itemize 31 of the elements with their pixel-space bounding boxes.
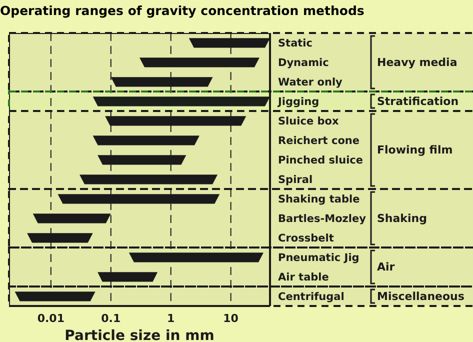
y-tick-label: Jigging bbox=[277, 96, 320, 108]
x-tick-label: 1 bbox=[167, 312, 175, 325]
band-label: Miscellaneous bbox=[377, 290, 465, 303]
band-label: Shaking bbox=[377, 212, 427, 225]
y-tick-label: Water only bbox=[278, 76, 343, 88]
y-tick-label: Centrifugal bbox=[278, 290, 344, 303]
y-tick-label: Shaking table bbox=[278, 193, 360, 206]
y-tick-label: Dynamic bbox=[278, 56, 329, 69]
bar bbox=[128, 252, 264, 262]
bar bbox=[14, 292, 96, 302]
x-tick-label: 10 bbox=[223, 312, 239, 325]
y-tick-label: Air table bbox=[278, 271, 329, 284]
bar bbox=[92, 136, 200, 146]
band-label: Flowing film bbox=[377, 144, 453, 156]
y-tick-label: Pinched sluice bbox=[278, 154, 364, 166]
bar bbox=[80, 174, 218, 184]
x-tick-label: 0.01 bbox=[37, 312, 64, 325]
x-axis-title: Particle size in mm bbox=[64, 328, 214, 342]
y-tick-label: Crossbelt bbox=[278, 232, 334, 244]
y-tick-label: Reichert cone bbox=[278, 134, 360, 147]
y-tick-label: Bartles-Mozley bbox=[278, 212, 366, 225]
band-label: Air bbox=[377, 260, 396, 274]
y-tick-label: Sluice box bbox=[278, 115, 339, 128]
band-label: Heavy media bbox=[377, 56, 458, 69]
chart-title: Operating ranges of gravity concentration methods bbox=[0, 3, 364, 18]
y-tick-label: Static bbox=[278, 37, 313, 50]
bar bbox=[140, 58, 260, 68]
y-tick-label: Spiral bbox=[278, 174, 313, 186]
x-tick-label: 0.1 bbox=[101, 312, 121, 325]
y-tick-label: Pneumatic Jig bbox=[278, 252, 360, 264]
band-label: Stratification bbox=[377, 94, 459, 108]
